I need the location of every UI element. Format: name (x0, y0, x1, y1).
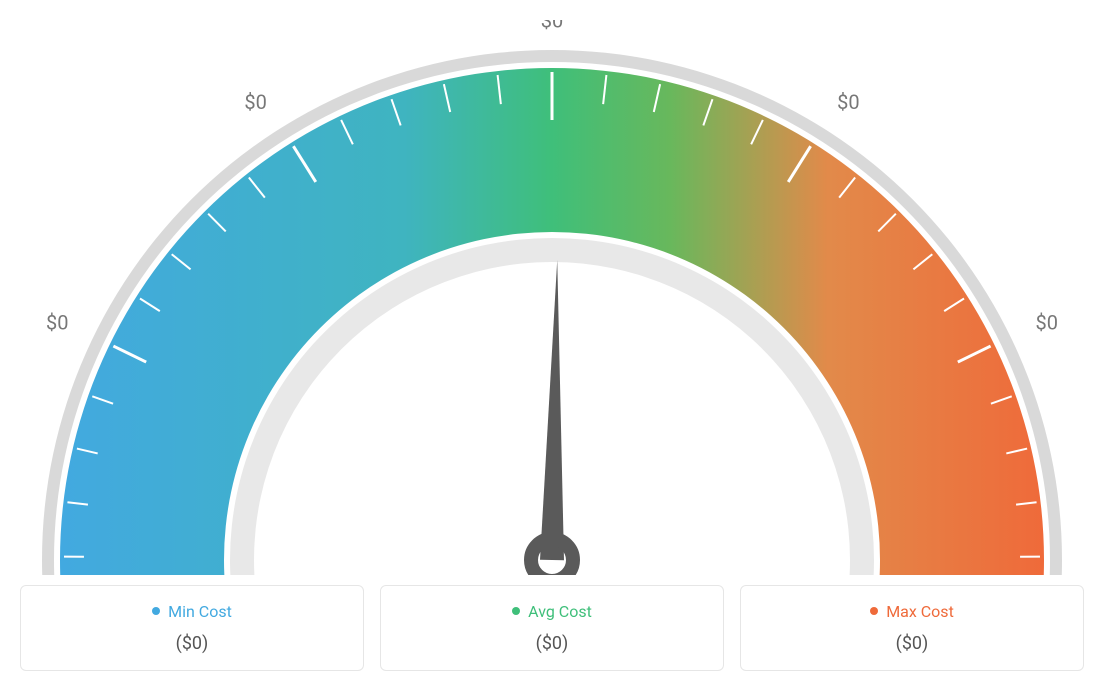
cost-gauge-container: $0$0$0$0$0$0$0 Min Cost ($0) Avg Cost ($… (20, 20, 1084, 671)
legend-min-dot (152, 607, 160, 615)
svg-text:$0: $0 (1036, 310, 1058, 334)
legend-max-label-row: Max Cost (870, 602, 954, 621)
legend-min-label: Min Cost (168, 602, 232, 621)
svg-text:$0: $0 (837, 90, 859, 114)
gauge-chart: $0$0$0$0$0$0$0 (20, 20, 1084, 575)
legend-max-card: Max Cost ($0) (740, 585, 1084, 671)
legend-avg-label-row: Avg Cost (512, 602, 592, 621)
legend-avg-value: ($0) (391, 633, 713, 654)
legend-avg-card: Avg Cost ($0) (380, 585, 724, 671)
legend-max-dot (870, 607, 878, 615)
svg-text:$0: $0 (46, 310, 68, 334)
legend-avg-dot (512, 607, 520, 615)
legend-row: Min Cost ($0) Avg Cost ($0) Max Cost ($0… (20, 585, 1084, 671)
legend-max-value: ($0) (751, 633, 1073, 654)
legend-min-value: ($0) (31, 633, 353, 654)
gauge-svg: $0$0$0$0$0$0$0 (20, 20, 1084, 575)
legend-min-card: Min Cost ($0) (20, 585, 364, 671)
legend-min-label-row: Min Cost (152, 602, 232, 621)
legend-avg-label: Avg Cost (528, 602, 592, 621)
svg-text:$0: $0 (541, 20, 563, 32)
svg-text:$0: $0 (244, 90, 266, 114)
legend-max-label: Max Cost (886, 602, 954, 621)
